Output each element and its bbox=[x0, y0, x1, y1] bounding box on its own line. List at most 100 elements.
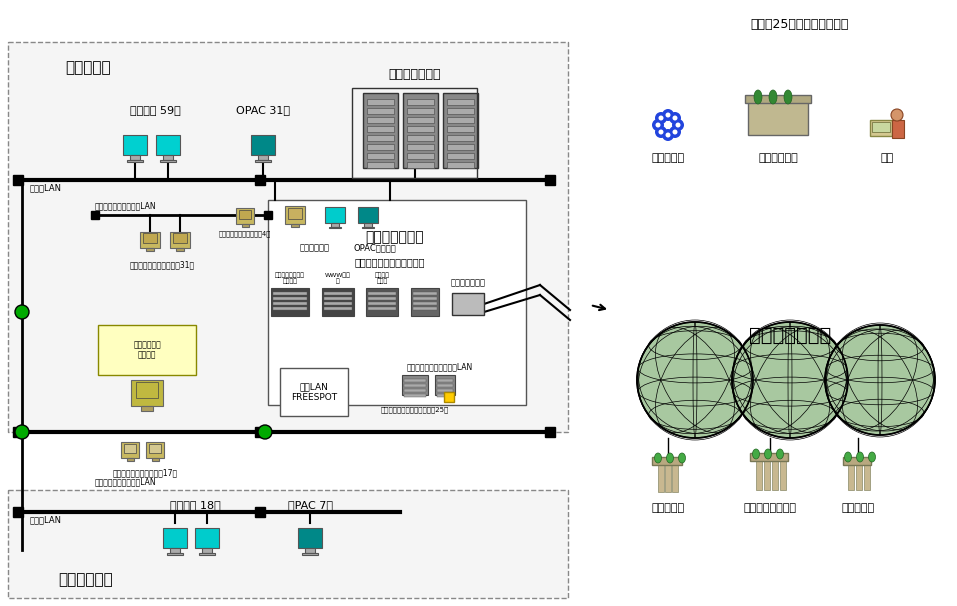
Bar bbox=[268, 200, 526, 405]
Bar bbox=[255, 427, 265, 437]
Circle shape bbox=[658, 116, 663, 121]
Text: 中央図書館: 中央図書館 bbox=[65, 60, 111, 75]
Bar bbox=[748, 100, 808, 135]
Text: 仮設インターネット系LAN: 仮設インターネット系LAN bbox=[95, 202, 157, 210]
Bar bbox=[367, 135, 393, 141]
Bar bbox=[404, 384, 426, 387]
Bar bbox=[173, 233, 187, 243]
Bar bbox=[136, 382, 158, 398]
Bar bbox=[367, 99, 393, 104]
Bar bbox=[764, 458, 770, 490]
Text: ファイウォール: ファイウォール bbox=[451, 279, 485, 287]
Text: 仮設インターネット端末4台: 仮設インターネット端末4台 bbox=[219, 231, 271, 238]
Bar bbox=[411, 288, 439, 316]
Bar bbox=[856, 462, 862, 490]
Text: 国立情報学研究所: 国立情報学研究所 bbox=[744, 503, 796, 513]
Bar bbox=[258, 155, 268, 160]
Ellipse shape bbox=[857, 452, 863, 462]
Bar bbox=[403, 93, 437, 167]
Circle shape bbox=[637, 322, 753, 438]
Bar bbox=[404, 389, 426, 392]
Bar bbox=[892, 120, 904, 138]
Bar bbox=[444, 392, 454, 402]
Circle shape bbox=[658, 130, 663, 135]
Bar bbox=[131, 380, 163, 406]
Bar bbox=[8, 490, 568, 598]
Text: 国際児童文学館: 国際児童文学館 bbox=[366, 230, 424, 244]
Bar bbox=[305, 548, 315, 553]
Circle shape bbox=[672, 119, 684, 131]
Text: 市町村図書館: 市町村図書館 bbox=[758, 153, 798, 163]
Bar bbox=[413, 307, 437, 310]
Bar bbox=[322, 288, 354, 316]
Circle shape bbox=[673, 130, 678, 135]
Circle shape bbox=[676, 122, 680, 127]
Bar bbox=[750, 453, 788, 461]
Bar bbox=[127, 160, 143, 162]
Bar bbox=[672, 462, 678, 492]
Bar bbox=[367, 144, 393, 150]
Text: OPAC端末２台: OPAC端末２台 bbox=[354, 244, 396, 253]
Bar bbox=[872, 122, 890, 132]
Bar bbox=[146, 248, 154, 251]
Circle shape bbox=[15, 425, 29, 439]
Bar bbox=[123, 135, 147, 155]
Bar bbox=[435, 375, 455, 395]
Bar bbox=[126, 458, 133, 461]
Circle shape bbox=[665, 133, 671, 138]
Bar bbox=[121, 442, 139, 458]
Bar bbox=[745, 95, 811, 103]
Bar bbox=[324, 297, 352, 300]
Bar bbox=[359, 207, 378, 223]
Bar bbox=[163, 155, 173, 160]
Text: WWWサー
バ: WWWサー バ bbox=[325, 272, 351, 284]
Bar bbox=[255, 507, 265, 517]
Bar bbox=[325, 207, 345, 223]
Bar bbox=[130, 155, 140, 160]
Text: 地域情報提供
表示装置: 地域情報提供 表示装置 bbox=[133, 341, 161, 360]
Bar bbox=[402, 375, 428, 395]
Circle shape bbox=[673, 116, 678, 121]
Text: 業務端末５台: 業務端末５台 bbox=[300, 244, 330, 253]
Circle shape bbox=[258, 425, 272, 439]
Text: 利用者インターネット系LAN: 利用者インターネット系LAN bbox=[407, 362, 473, 371]
Ellipse shape bbox=[666, 453, 674, 463]
Text: OPAC 31台: OPAC 31台 bbox=[236, 105, 290, 115]
Bar bbox=[195, 528, 219, 548]
Text: 業務系LAN: 業務系LAN bbox=[30, 516, 62, 525]
Text: 無線LAN
FREESPOT: 無線LAN FREESPOT bbox=[291, 382, 337, 402]
Bar bbox=[407, 116, 434, 122]
Bar bbox=[447, 153, 474, 159]
Bar bbox=[367, 153, 393, 159]
Bar bbox=[452, 293, 484, 315]
Ellipse shape bbox=[752, 449, 760, 459]
Bar bbox=[328, 227, 342, 228]
Bar bbox=[447, 99, 474, 104]
Bar bbox=[447, 125, 474, 132]
Bar bbox=[148, 444, 162, 453]
Ellipse shape bbox=[769, 90, 777, 104]
Bar bbox=[407, 153, 434, 159]
Bar bbox=[367, 107, 393, 113]
Bar bbox=[367, 125, 393, 132]
Bar bbox=[141, 231, 160, 248]
Bar bbox=[273, 302, 307, 305]
Bar bbox=[288, 208, 302, 219]
Text: 府関連機関: 府関連機関 bbox=[652, 153, 684, 163]
Text: 府民: 府民 bbox=[880, 153, 894, 163]
Ellipse shape bbox=[655, 453, 661, 463]
Circle shape bbox=[732, 322, 848, 438]
Bar bbox=[364, 223, 372, 227]
Bar bbox=[13, 175, 23, 185]
Bar bbox=[363, 93, 397, 167]
Bar bbox=[202, 548, 212, 553]
Circle shape bbox=[15, 305, 29, 319]
Bar bbox=[413, 302, 437, 305]
Text: 利用者用インターネット端末25台: 利用者用インターネット端末25台 bbox=[381, 407, 449, 413]
Bar bbox=[241, 224, 249, 227]
Bar bbox=[167, 553, 183, 554]
Bar bbox=[772, 458, 778, 490]
Bar bbox=[658, 462, 664, 492]
Bar bbox=[255, 175, 265, 185]
Circle shape bbox=[891, 109, 903, 121]
